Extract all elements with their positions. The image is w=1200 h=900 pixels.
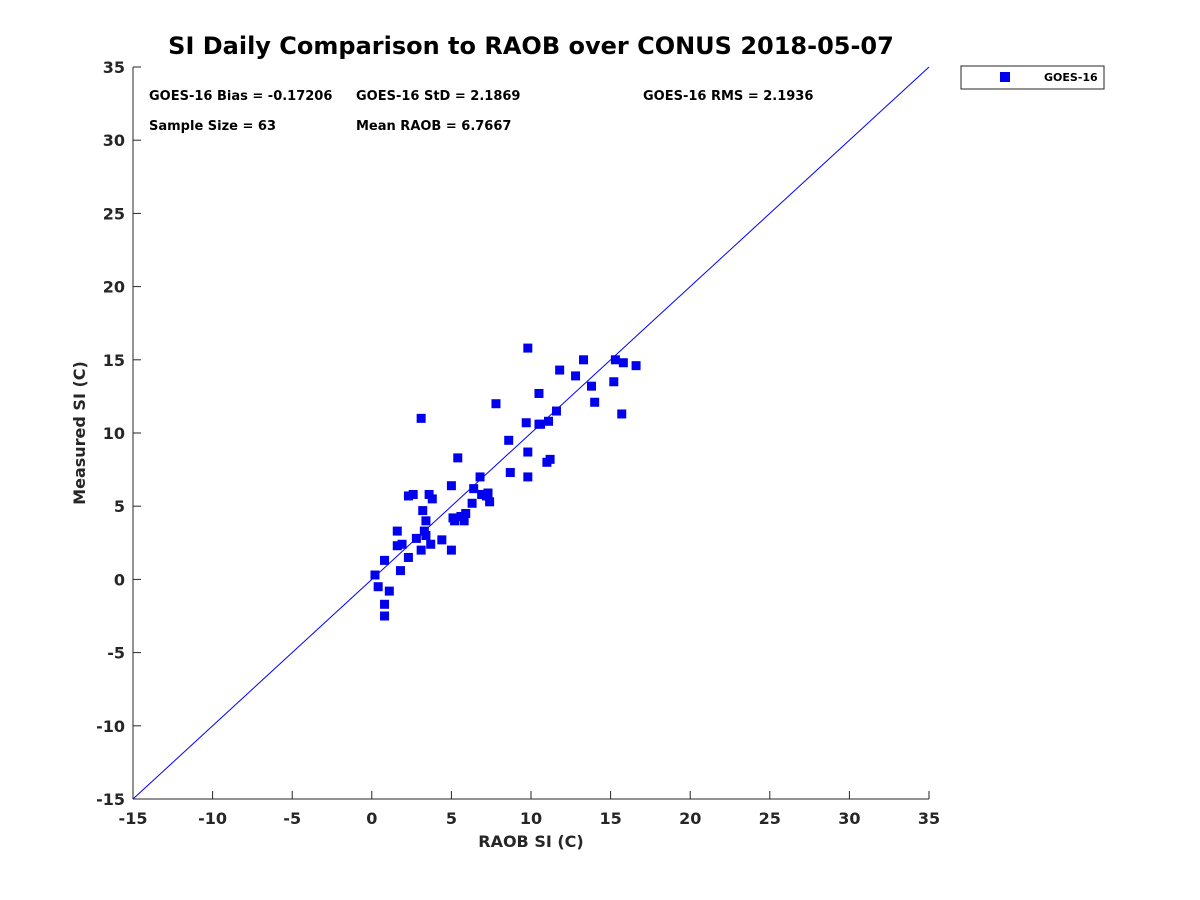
- data-point: [446, 481, 456, 491]
- data-point: [380, 555, 390, 565]
- data-point: [380, 611, 390, 621]
- data-point: [411, 533, 421, 543]
- data-point: [477, 489, 487, 499]
- sample-size-annotation: Sample Size = 63: [149, 119, 276, 134]
- data-point: [418, 506, 428, 516]
- y-tick-label: 35: [103, 58, 125, 77]
- legend-box: [960, 65, 1105, 90]
- data-point: [631, 361, 641, 371]
- chart-title: SI Daily Comparison to RAOB over CONUS 2…: [168, 32, 894, 60]
- data-point: [579, 355, 589, 365]
- data-point: [450, 516, 460, 526]
- y-tick-label: -15: [96, 790, 125, 809]
- x-tick-label: 30: [838, 809, 860, 828]
- y-tick-label: -5: [107, 644, 125, 663]
- data-point: [397, 539, 407, 549]
- data-point: [609, 377, 619, 387]
- data-points: [370, 343, 641, 621]
- data-point: [403, 491, 413, 501]
- y-tick-label: 15: [103, 351, 125, 370]
- x-tick-label: 15: [599, 809, 621, 828]
- data-point: [521, 418, 531, 428]
- data-point: [505, 468, 515, 478]
- stats-annotations: GOES-16 Bias = -0.17206 GOES-16 StD = 2.…: [149, 89, 813, 134]
- data-point: [618, 358, 628, 368]
- one-to-one-line: [132, 66, 930, 800]
- mean-raob-annotation: Mean RAOB = 6.7667: [356, 119, 511, 134]
- data-point: [461, 509, 471, 519]
- x-axis-label: RAOB SI (C): [478, 832, 583, 851]
- data-point: [384, 586, 394, 596]
- data-point: [504, 435, 514, 445]
- data-point: [536, 419, 546, 429]
- data-point: [421, 516, 431, 526]
- y-tick-label: 10: [103, 424, 125, 443]
- data-point: [395, 566, 405, 576]
- data-point: [555, 365, 565, 375]
- legend-marker-goes16: [1000, 72, 1010, 82]
- rms-annotation: GOES-16 RMS = 2.1936: [643, 89, 813, 104]
- data-point: [392, 526, 402, 536]
- data-point: [586, 381, 596, 391]
- data-point: [534, 388, 544, 398]
- data-point: [485, 497, 495, 507]
- data-point: [617, 409, 627, 419]
- y-tick-label: 25: [103, 204, 125, 223]
- data-point: [590, 397, 600, 407]
- x-tick-label: -15: [119, 809, 148, 828]
- data-point: [475, 472, 485, 482]
- data-point: [551, 406, 561, 416]
- data-point: [437, 535, 447, 545]
- data-point: [370, 570, 380, 580]
- data-point: [380, 599, 390, 609]
- data-point: [469, 484, 479, 494]
- x-tick-label: 5: [446, 809, 457, 828]
- data-point: [571, 371, 581, 381]
- data-point: [545, 454, 555, 464]
- plot-axes: -15 -10 -5 0 5 10 15 20 25 30 35 -15 -10 -5 0 5 10 15 20 25…: [96, 58, 940, 828]
- x-tick-label: 25: [759, 809, 781, 828]
- data-point: [610, 355, 620, 365]
- data-point: [427, 494, 437, 504]
- legend-label-goes16: GOES-16: [1044, 71, 1098, 84]
- bias-annotation: GOES-16 Bias = -0.17206: [149, 89, 332, 104]
- y-axis-label: Measured SI (C): [70, 361, 89, 505]
- data-point: [544, 416, 554, 426]
- data-point: [446, 545, 456, 555]
- reference-line-layer: [132, 66, 930, 800]
- data-point: [416, 545, 426, 555]
- data-point: [453, 453, 463, 463]
- y-tick-label: 0: [114, 570, 125, 589]
- data-point: [523, 447, 533, 457]
- legend: GOES-16: [960, 65, 1105, 90]
- data-point: [491, 399, 501, 409]
- x-tick-label: -5: [283, 809, 301, 828]
- data-point: [408, 489, 418, 499]
- data-point: [459, 516, 469, 526]
- data-point: [523, 343, 533, 353]
- data-point: [467, 498, 477, 508]
- data-point: [416, 413, 426, 423]
- y-tick-label: -10: [96, 717, 125, 736]
- x-tick-label: 0: [366, 809, 377, 828]
- std-annotation: GOES-16 StD = 2.1869: [356, 89, 520, 104]
- data-point: [426, 539, 436, 549]
- data-point: [523, 472, 533, 482]
- data-point: [421, 530, 431, 540]
- x-tick-label: 35: [918, 809, 940, 828]
- x-tick-label: 20: [679, 809, 701, 828]
- data-point: [403, 552, 413, 562]
- data-point: [392, 541, 402, 551]
- y-tick-label: 20: [103, 278, 125, 297]
- data-point: [483, 488, 493, 498]
- x-tick-label: -10: [198, 809, 227, 828]
- y-tick-label: 5: [114, 497, 125, 516]
- y-tick-label: 30: [103, 131, 125, 150]
- data-point: [373, 582, 383, 592]
- x-tick-label: 10: [520, 809, 542, 828]
